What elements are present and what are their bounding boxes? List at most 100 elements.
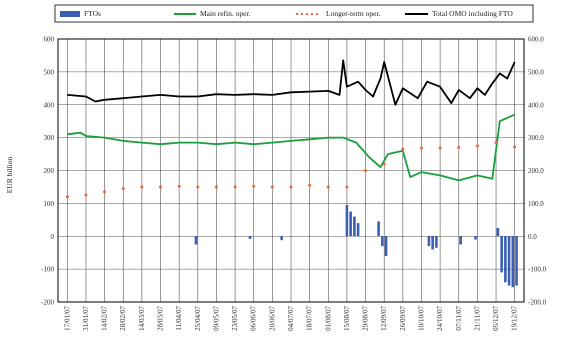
line-series-1 [67,113,516,182]
x-tick-label: 23/05/07 [231,306,239,331]
point-longer-term [326,185,330,189]
point-longer-term [345,185,349,189]
bar-fto [504,236,507,283]
y-tick-label-left: 500 [44,68,55,76]
legend-box [54,4,534,23]
bar-fto [507,236,511,286]
x-tick-label: 28/03/07 [157,306,165,331]
x-tick-label: 14/03/07 [138,306,146,331]
x-tick-label: 11/04/07 [175,306,183,331]
point-longer-term [475,144,479,148]
x-tick-label: 01/08/07 [324,306,332,331]
x-tick-label: 04/07/07 [287,306,295,331]
bar-fto [280,236,283,241]
bar-fto [384,236,388,256]
x-tick-label: 31/01/07 [82,306,90,331]
y-tick-label-right: 300.0 [528,134,544,142]
x-tick-label: 09/05/07 [212,306,220,331]
point-longer-term [252,184,256,188]
point-longer-term [177,184,181,188]
bar-fto [349,211,352,237]
bar-fto [356,223,360,237]
y-tick-label-right: -100.0 [528,266,547,274]
y-tick-label-right: 200.0 [528,167,544,175]
x-tick-label: 06/06/07 [250,306,258,331]
point-longer-term [140,185,144,189]
bars-ftos [194,205,518,288]
point-longer-term [308,183,312,187]
bar-fto [515,236,518,286]
x-tick-label: 14/02/07 [101,306,109,331]
bar-fto [474,236,477,240]
x-tick-label: 29/08/07 [362,306,370,331]
point-longer-term [364,169,368,172]
y-tick-label-right: 100.0 [528,200,544,208]
bar-fto [194,236,198,245]
bar-fto [435,236,438,248]
bar-fto [248,236,252,239]
legend-label-total-omo: Total OMO including FTO [432,9,513,18]
x-tick-label: 26/09/07 [399,306,407,331]
point-longer-term [65,195,69,199]
point-longer-term [103,190,107,194]
y-tick-label-left: 300 [44,134,55,142]
x-tick-label: 15/08/07 [343,306,351,331]
point-longer-term [196,185,200,189]
y-tick-label-left: 0 [51,233,55,241]
x-tick-label: 18/07/07 [306,306,314,331]
y-tick-label-right: 400.0 [528,101,544,109]
x-tick-label: 25/04/07 [194,306,202,331]
y-axis-title: EUR billion [5,157,14,194]
x-tick-label: 24/10/07 [436,306,444,331]
point-longer-term [382,162,386,166]
x-tick-label: 28/02/07 [119,306,127,331]
x-tick-label: 12/09/07 [380,306,388,331]
x-tick-label: 05/12/07 [492,306,500,331]
point-longer-term [289,185,293,189]
x-tick-label: 17/01/07 [63,306,71,331]
bar-fto [427,236,431,247]
tick-labels: 600 600.0 500 500.0 400 400.0 300 300.0 200 200.0… [41,36,546,331]
point-longer-term [457,145,461,149]
line-series-3 [67,59,516,106]
bar-fto [511,236,515,288]
point-longer-term [494,141,498,145]
bar-fto [431,236,434,250]
y-tick-label-left: 600 [44,36,55,44]
point-longer-term [233,185,237,189]
point-longer-term [84,193,88,197]
x-tick-label: 10/10/07 [417,306,425,331]
point-longer-term [214,185,218,189]
x-tick-label: 19/12/07 [511,306,519,331]
y-tick-label-left: 100 [44,200,55,208]
legend-label-longer-term: Longer-term oper. [326,9,381,18]
y-tick-label-left: 200 [44,167,55,175]
point-longer-term [401,147,405,151]
point-longer-term [121,187,125,191]
y-tick-label-right: 600.0 [528,36,544,44]
bar-fto [353,216,356,237]
legend-label-ftos: FTOs [84,9,101,18]
bar-fto [345,205,349,237]
y-tick-label-right: -200.0 [528,299,547,307]
line-series [65,59,517,199]
legend-label-main-refin: Main refin. oper. [200,9,251,18]
y-tick-label-right: 0.0 [528,233,537,241]
y-tick-label-left: -100 [41,266,54,274]
point-longer-term [419,146,423,150]
plot-frame [57,38,525,303]
point-longer-term [159,185,163,189]
bar-fto [500,236,503,273]
bar-fto [377,221,380,237]
y-tick-label-left: 400 [44,101,55,109]
y-tick-label-right: 500.0 [528,68,544,76]
legend: FTOs Main refin. oper. Longer-term oper.… [54,4,534,23]
x-tick-label: 07/11/07 [455,306,463,331]
bar-fto [381,236,384,247]
x-tick-label: 20/06/07 [268,306,276,331]
x-tick-label: 21/11/07 [473,306,481,331]
y-tick-label-left: -200 [41,299,54,307]
bar-fto [496,228,500,237]
